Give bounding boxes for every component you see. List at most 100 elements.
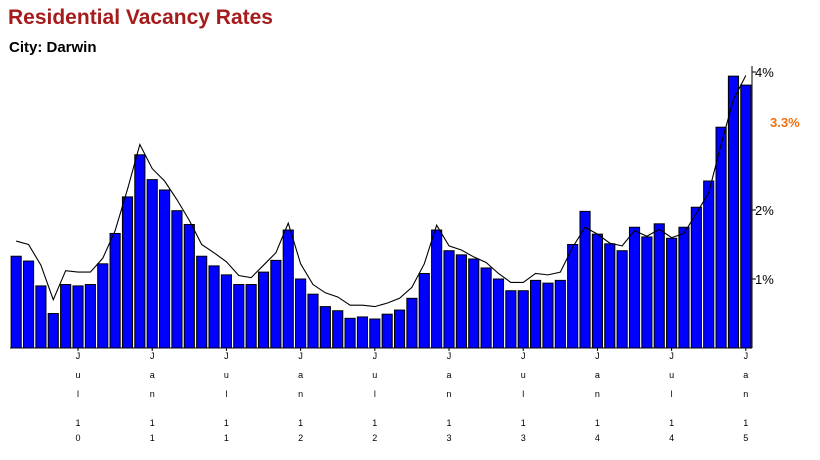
y-tick-label-0: 4% [755, 65, 774, 80]
trend-line [16, 75, 747, 308]
x-label-6-char-1: u [521, 370, 526, 380]
x-label-4-char-0: J [373, 351, 378, 361]
bar-55 [690, 206, 702, 349]
x-label-9-char-1: a [743, 370, 748, 380]
x-label-group: Jul10Jan11Jul11Jan12Jul12Jan13Jul13Jan14… [76, 348, 749, 443]
bar-9 [121, 196, 134, 349]
x-label-2-char-1: u [224, 370, 229, 380]
x-label-1-char-5: 1 [150, 433, 155, 443]
bar-23 [295, 278, 307, 349]
bar-48 [604, 243, 616, 349]
bar-31 [393, 309, 406, 349]
bar-41 [517, 290, 529, 349]
bar-49 [616, 250, 628, 349]
trend-line-group [16, 75, 747, 308]
x-label-5-char-4: 1 [447, 418, 452, 428]
x-label-8-char-0: J [669, 351, 674, 361]
bar-30 [381, 313, 393, 349]
x-label-4-char-1: u [372, 370, 377, 380]
bar-1 [22, 260, 35, 349]
x-label-6-char-5: 3 [521, 433, 526, 443]
bar-28 [356, 316, 369, 349]
bar-44 [554, 279, 566, 349]
x-label-4-char-5: 2 [372, 433, 377, 443]
x-label-3-char-5: 2 [298, 433, 303, 443]
latest-value-label: 3.3% [770, 115, 800, 130]
y-tick-label-1: 2% [755, 203, 774, 218]
bar-12 [159, 189, 171, 349]
x-label-3-char-4: 1 [298, 418, 303, 428]
bar-20 [257, 271, 270, 349]
bar-36 [455, 254, 467, 349]
bar-3 [47, 313, 59, 349]
x-label-2-char-2: l [225, 389, 227, 399]
x-label-7-char-1: a [595, 370, 600, 380]
x-label-7-char-4: 1 [595, 418, 600, 428]
bar-38 [480, 267, 492, 349]
x-label-3-char-2: n [298, 389, 303, 399]
y-tick-label-2: 1% [755, 272, 774, 287]
x-label-1-char-2: n [150, 389, 155, 399]
bar-group [10, 75, 752, 349]
x-label-8-char-5: 4 [669, 433, 674, 443]
x-label-9-char-0: J [744, 351, 749, 361]
bar-45 [567, 244, 579, 349]
bar-58 [727, 75, 740, 349]
bar-15 [196, 255, 208, 349]
bar-19 [245, 284, 257, 349]
bar-17 [220, 274, 232, 349]
x-label-4-char-2: l [374, 389, 376, 399]
bar-6 [84, 284, 96, 349]
bar-40 [505, 290, 517, 349]
bar-13 [171, 210, 183, 349]
bar-53 [666, 237, 678, 349]
x-label-0-char-4: 1 [76, 418, 81, 428]
x-label-3-char-1: a [298, 370, 303, 380]
chart-subtitle: City: Darwin [9, 39, 97, 56]
bar-27 [344, 317, 356, 349]
x-label-2-char-4: 1 [224, 418, 229, 428]
x-label-2-char-0: J [224, 351, 229, 361]
x-label-4-char-4: 1 [372, 418, 377, 428]
x-label-8-char-4: 1 [669, 418, 674, 428]
bar-5 [72, 285, 84, 349]
bar-56 [703, 180, 715, 349]
bar-52 [653, 223, 665, 349]
bar-42 [530, 279, 542, 349]
bar-22 [282, 229, 294, 349]
x-label-5-char-0: J [447, 351, 452, 361]
bar-14 [183, 223, 195, 349]
bar-8 [109, 232, 121, 349]
x-label-0-char-5: 0 [76, 433, 81, 443]
bar-4 [60, 284, 72, 349]
bar-33 [418, 272, 430, 349]
bar-59 [740, 84, 752, 349]
x-label-6-char-0: J [521, 351, 526, 361]
x-label-0-char-1: u [76, 370, 81, 380]
bar-10 [134, 154, 146, 349]
bar-16 [208, 265, 220, 349]
x-label-7-char-5: 4 [595, 433, 600, 443]
bar-29 [369, 318, 381, 349]
y-tick-group: 4% 2% 1% [752, 65, 774, 287]
bar-25 [319, 306, 331, 349]
bar-7 [97, 263, 109, 349]
x-label-7-char-0: J [595, 351, 600, 361]
bar-26 [332, 310, 344, 349]
bar-32 [406, 297, 418, 349]
x-label-5-char-1: a [447, 370, 452, 380]
x-label-9-char-2: n [743, 389, 748, 399]
bar-24 [307, 293, 319, 349]
bar-2 [35, 285, 47, 349]
bar-37 [468, 258, 480, 349]
bar-18 [233, 284, 245, 349]
bar-54 [678, 226, 690, 349]
bar-11 [146, 179, 158, 349]
chart-title: Residential Vacancy Rates [8, 6, 273, 29]
bar-0 [10, 255, 22, 349]
x-label-8-char-2: l [671, 389, 673, 399]
x-label-1-char-4: 1 [150, 418, 155, 428]
x-label-8-char-1: u [669, 370, 674, 380]
bar-34 [431, 229, 443, 349]
x-label-6-char-4: 1 [521, 418, 526, 428]
